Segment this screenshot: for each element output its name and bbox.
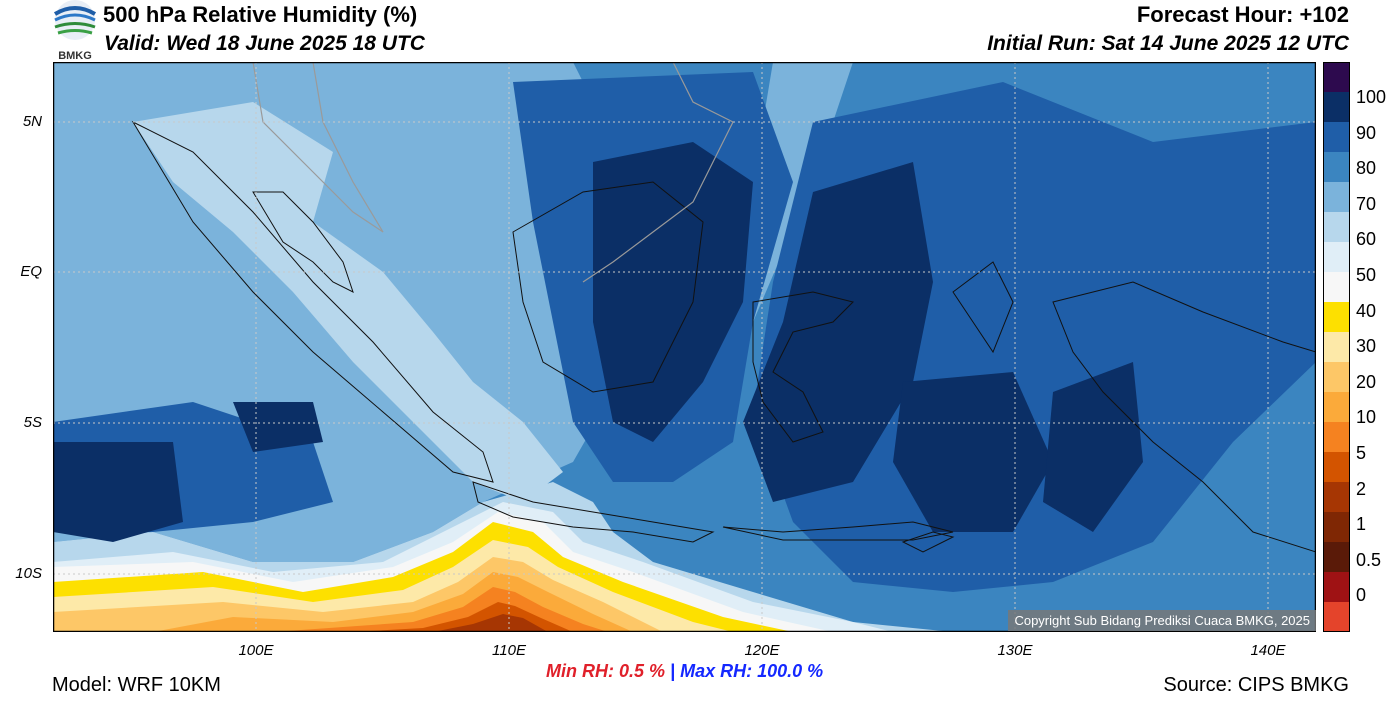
valid-time: Valid: Wed 18 June 2025 18 UTC	[104, 32, 425, 55]
min-rh-label: Min RH:	[546, 661, 614, 681]
source-label: Source: CIPS BMKG	[1163, 674, 1349, 696]
max-rh-value: 100.0 %	[757, 661, 824, 681]
colorbar-label: 20	[1356, 371, 1377, 392]
colorbar-swatch	[1323, 392, 1350, 423]
colorbar-label: 10	[1356, 407, 1377, 428]
coast-sulawesi	[752, 291, 854, 443]
colorbar-swatch	[1323, 482, 1350, 513]
colorbar-label: 5	[1356, 443, 1367, 463]
colorbar-label: 100	[1356, 87, 1387, 107]
colorbar-swatch	[1323, 212, 1350, 243]
colorbar-swatch	[1323, 182, 1350, 213]
coast-indochina	[252, 62, 384, 233]
colorbar-label: 1	[1356, 514, 1367, 535]
colorbar-swatch	[1323, 542, 1350, 573]
rh-stats: Min RH: 0.5 % | Max RH: 100.0 %	[546, 661, 823, 682]
coast-timor	[901, 531, 955, 553]
forecast-hour: Forecast Hour: +102	[1136, 2, 1349, 27]
colorbar-swatch	[1323, 122, 1350, 153]
coast-borneo	[512, 181, 704, 393]
colorbar-swatch	[1323, 62, 1350, 93]
coast-java	[472, 481, 715, 543]
coast-nusa	[722, 521, 954, 541]
lon-label-140e: 140E	[1250, 642, 1286, 659]
logo-text: BMKG	[58, 50, 92, 62]
coast-maluku	[952, 261, 1014, 354]
coast-sumatra	[131, 120, 494, 483]
colorbar-swatch	[1323, 92, 1350, 123]
lat-label-eq: EQ	[20, 263, 42, 280]
lat-label-5s: 5S	[23, 414, 42, 431]
field-90-c	[893, 372, 1053, 532]
colorbar-label: 30	[1356, 336, 1377, 357]
field-verylight	[133, 102, 563, 502]
min-rh-value: 0.5 %	[619, 661, 666, 681]
colorbar-swatch	[1323, 332, 1350, 363]
field-05	[433, 614, 548, 632]
colorbar-label: 0.5	[1356, 549, 1382, 570]
lat-label-10s: 10S	[15, 565, 42, 582]
colorbar-label: 90	[1356, 122, 1377, 143]
bmkg-logo: BMKG	[53, 0, 97, 62]
colorbar-swatch	[1323, 452, 1350, 483]
colorbar-swatch	[1323, 602, 1350, 632]
colorbar-label: 40	[1356, 300, 1377, 321]
colorbar-swatch	[1323, 512, 1350, 543]
lon-label-100e: 100E	[238, 642, 274, 659]
initial-run: Initial Run: Sat 14 June 2025 12 UTC	[987, 32, 1349, 55]
colorbar-label: 80	[1356, 158, 1377, 179]
coast-philippines	[582, 62, 734, 283]
map-title: 500 hPa Relative Humidity (%)	[103, 2, 418, 27]
max-rh-label: Max RH:	[680, 661, 753, 681]
lat-label-5n: 5N	[22, 113, 42, 130]
lon-label-130e: 130E	[997, 642, 1033, 659]
field-90-d	[1043, 362, 1143, 532]
colorbar-label: 70	[1356, 193, 1377, 214]
colorbar-label: 2	[1356, 478, 1367, 499]
coast-malay	[252, 191, 354, 293]
humidity-map	[53, 62, 1316, 632]
colorbar-swatch	[1323, 362, 1350, 393]
colorbar-label: 60	[1356, 229, 1377, 250]
colorbar-swatch	[1323, 272, 1350, 303]
lon-label-120e: 120E	[744, 642, 780, 659]
colorbar-label: 50	[1356, 265, 1377, 285]
lon-label-110e: 110E	[492, 642, 526, 659]
rh-separator: |	[670, 661, 676, 681]
colorbar-swatch	[1323, 152, 1350, 183]
model-label: Model: WRF 10KM	[52, 674, 221, 696]
colorbar-swatch	[1323, 302, 1350, 333]
field-90-b	[743, 162, 933, 502]
copyright-note: Copyright Sub Bidang Prediksi Cuaca BMKG…	[1008, 610, 1316, 631]
colorbar	[1323, 62, 1350, 632]
field-90-f	[233, 402, 323, 452]
field-90-a	[593, 142, 753, 442]
colorbar-label: 0	[1356, 585, 1367, 606]
colorbar-swatch	[1323, 572, 1350, 603]
coast-papua	[1052, 281, 1316, 553]
colorbar-swatch	[1323, 422, 1350, 453]
field-90-e	[53, 442, 183, 542]
colorbar-swatch	[1323, 242, 1350, 273]
